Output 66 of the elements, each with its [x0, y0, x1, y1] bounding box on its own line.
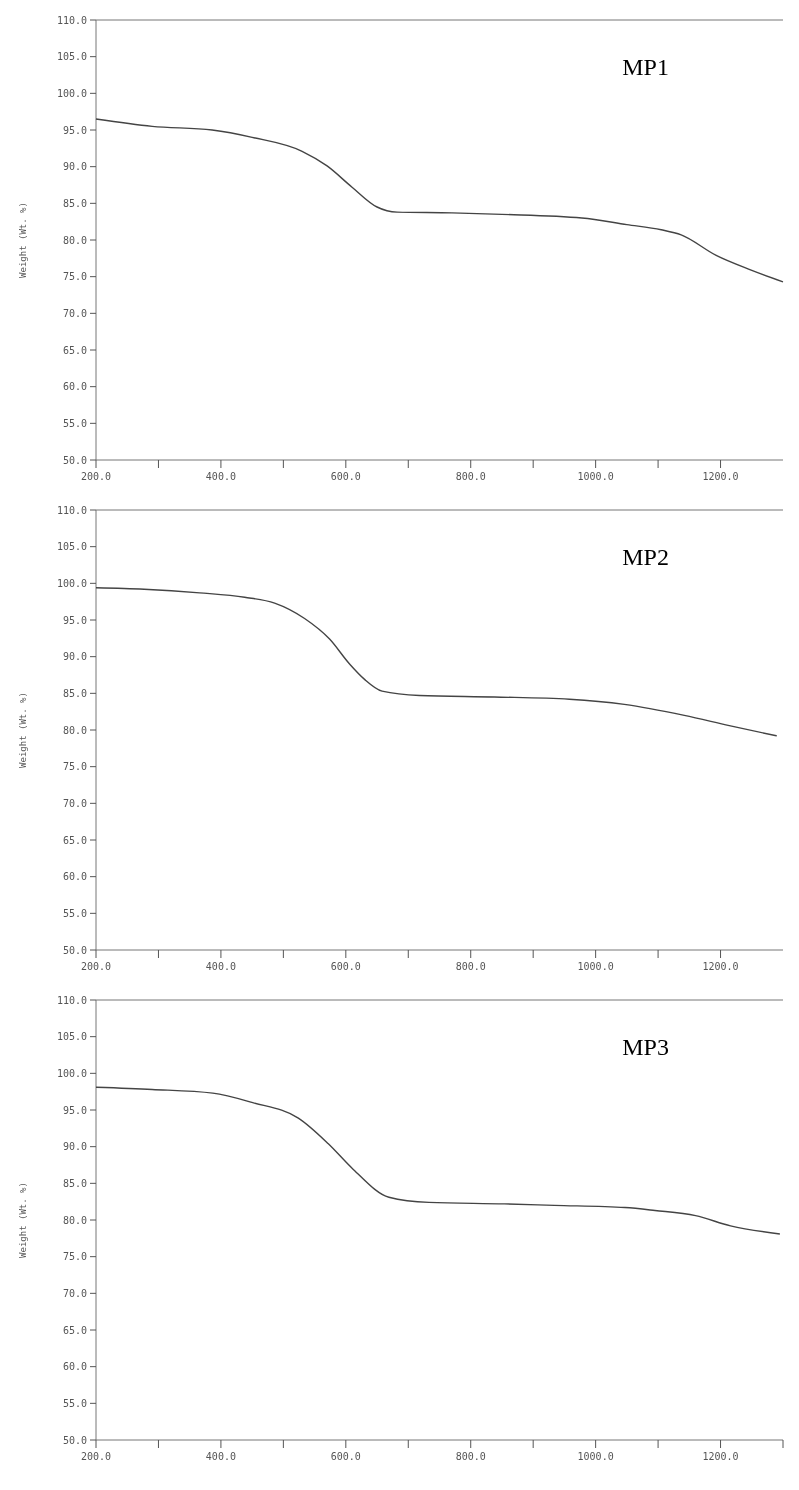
y-tick-label: 90.0: [62, 161, 87, 173]
y-tick-label: 90.0: [62, 651, 87, 663]
y-tick-label: 100.0: [56, 1067, 87, 1079]
y-axis-title: Weight (Wt. %): [18, 202, 28, 278]
y-tick-label: 100.0: [56, 577, 87, 589]
y-tick-label: 110.0: [56, 504, 87, 516]
y-axis-title: Weight (Wt. %): [18, 692, 28, 768]
y-tick-label: 85.0: [62, 197, 87, 209]
line-series: [95, 587, 778, 737]
y-tick-label: 70.0: [62, 307, 87, 319]
y-tick-label: 50.0: [62, 1434, 87, 1446]
x-tick-label: 400.0: [205, 961, 236, 972]
x-tick-label: 800.0: [455, 961, 486, 972]
y-tick-label: 60.0: [62, 381, 87, 393]
y-tick-label: 75.0: [62, 761, 87, 773]
y-tick-label: 105.0: [56, 541, 87, 553]
y-tick-label: 110.0: [56, 14, 87, 26]
y-tick-label: 105.0: [56, 51, 87, 63]
y-tick-label: 60.0: [62, 1361, 87, 1373]
y-tick-label: 55.0: [62, 1397, 87, 1409]
y-tick-label: 110.0: [56, 994, 87, 1006]
y-tick-label: 105.0: [56, 1031, 87, 1043]
y-tick-label: 80.0: [62, 724, 87, 736]
x-tick-label: 400.0: [205, 1451, 236, 1462]
line-series: [95, 118, 784, 283]
y-tick-label: 70.0: [62, 1287, 87, 1299]
y-tick-label: 90.0: [62, 1141, 87, 1153]
y-tick-label: 95.0: [62, 1104, 87, 1116]
y-tick-label: 100.0: [56, 87, 87, 99]
x-tick-label: 1200.0: [702, 961, 739, 972]
x-tick-label: 1000.0: [577, 471, 614, 482]
y-axis-title: Weight (Wt. %): [18, 1182, 28, 1258]
y-tick-label: 65.0: [62, 834, 87, 846]
x-tick-label: 1000.0: [577, 961, 614, 972]
y-tick-label: 80.0: [62, 234, 87, 246]
text: MP1: [622, 54, 669, 80]
x-tick-label: 600.0: [330, 471, 361, 482]
y-tick-label: 65.0: [62, 1324, 87, 1336]
y-tick-label: 75.0: [62, 271, 87, 283]
y-tick-label: 55.0: [62, 417, 87, 429]
y-tick-label: 75.0: [62, 1251, 87, 1263]
y-tick-label: 50.0: [62, 454, 87, 466]
y-tick-label: 85.0: [62, 1177, 87, 1189]
y-tick-label: 95.0: [62, 124, 87, 136]
x-tick-label: 600.0: [330, 1451, 361, 1462]
y-tick-label: 70.0: [62, 797, 87, 809]
x-tick-label: 200.0: [80, 1451, 112, 1462]
x-tick-label: 1200.0: [702, 471, 739, 482]
text: MP2: [622, 544, 669, 570]
x-tick-label: 800.0: [455, 1451, 486, 1462]
text: MP3: [622, 1034, 669, 1060]
x-tick-label: 600.0: [330, 961, 361, 972]
y-tick-label: 85.0: [62, 687, 87, 699]
x-tick-label: 1200.0: [702, 1451, 739, 1462]
x-tick-label: 200.0: [80, 471, 112, 482]
y-tick-label: 50.0: [62, 944, 87, 956]
x-tick-label: 800.0: [455, 471, 486, 482]
y-tick-label: 80.0: [62, 1214, 87, 1226]
y-tick-label: 55.0: [62, 907, 87, 919]
y-tick-label: 65.0: [62, 344, 87, 356]
x-tick-label: 1000.0: [577, 1451, 614, 1462]
x-tick-label: 400.0: [205, 471, 236, 482]
x-tick-label: 200.0: [80, 961, 112, 972]
line-series: [95, 1086, 781, 1235]
y-tick-label: 60.0: [62, 871, 87, 883]
y-tick-label: 95.0: [62, 614, 87, 626]
